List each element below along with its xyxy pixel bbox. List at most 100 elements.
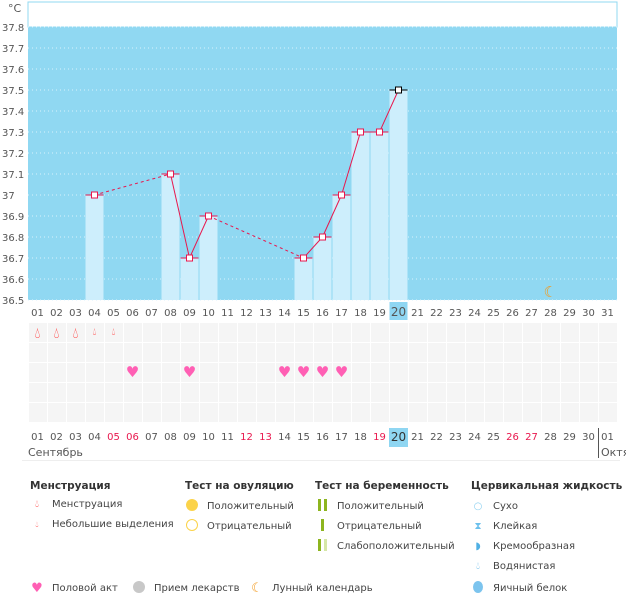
- calendar-cell[interactable]: [389, 323, 408, 342]
- date-label[interactable]: 23: [449, 432, 462, 443]
- calendar-cell[interactable]: [275, 403, 294, 422]
- calendar-cell[interactable]: [275, 343, 294, 362]
- calendar-cell[interactable]: [522, 363, 541, 382]
- calendar-cell[interactable]: [294, 383, 313, 402]
- calendar-cell[interactable]: [104, 323, 123, 342]
- date-label[interactable]: 21: [411, 432, 424, 443]
- calendar-cell[interactable]: [351, 383, 370, 402]
- calendar-cell[interactable]: [370, 343, 389, 362]
- calendar-cell[interactable]: [256, 363, 275, 382]
- calendar-cell[interactable]: [218, 323, 237, 342]
- calendar-cell[interactable]: [465, 383, 484, 402]
- calendar-cell[interactable]: [28, 403, 47, 422]
- calendar-cell[interactable]: [161, 323, 180, 342]
- calendar-cell[interactable]: [408, 383, 427, 402]
- calendar-cell[interactable]: [484, 323, 503, 342]
- calendar-cell[interactable]: [218, 403, 237, 422]
- calendar-cell[interactable]: [275, 383, 294, 402]
- calendar-cell[interactable]: [199, 363, 218, 382]
- calendar-cell[interactable]: [199, 323, 218, 342]
- calendar-cell[interactable]: [598, 363, 617, 382]
- calendar-cell[interactable]: [256, 343, 275, 362]
- calendar-cell[interactable]: [598, 343, 617, 362]
- calendar-cell[interactable]: [294, 323, 313, 342]
- calendar-cell[interactable]: [503, 383, 522, 402]
- calendar-cell[interactable]: [123, 343, 142, 362]
- date-label[interactable]: 03: [69, 432, 82, 443]
- calendar-cell[interactable]: [408, 343, 427, 362]
- date-label[interactable]: 26: [506, 432, 519, 443]
- calendar-cell[interactable]: [142, 383, 161, 402]
- calendar-cell[interactable]: [579, 343, 598, 362]
- calendar-cell[interactable]: [294, 343, 313, 362]
- date-label[interactable]: 11: [221, 432, 234, 443]
- calendar-cell[interactable]: [370, 323, 389, 342]
- calendar-cell[interactable]: [313, 343, 332, 362]
- calendar-cell[interactable]: [313, 323, 332, 342]
- calendar-cell[interactable]: [123, 363, 142, 382]
- calendar-cell[interactable]: [351, 323, 370, 342]
- calendar-cell[interactable]: [66, 363, 85, 382]
- calendar-cell[interactable]: [484, 363, 503, 382]
- calendar-cell[interactable]: [142, 403, 161, 422]
- calendar-cell[interactable]: [104, 383, 123, 402]
- date-label[interactable]: 13: [259, 432, 272, 443]
- calendar-cell[interactable]: [332, 383, 351, 402]
- date-label[interactable]: 20: [389, 428, 408, 447]
- calendar-cell[interactable]: [237, 403, 256, 422]
- date-label[interactable]: 08: [164, 432, 177, 443]
- calendar-cell[interactable]: [104, 343, 123, 362]
- calendar-cell[interactable]: [332, 363, 351, 382]
- date-label[interactable]: 16: [316, 432, 329, 443]
- calendar-cell[interactable]: [142, 323, 161, 342]
- calendar-cell[interactable]: [370, 383, 389, 402]
- calendar-cell[interactable]: [579, 323, 598, 342]
- calendar-cell[interactable]: [389, 343, 408, 362]
- calendar-cell[interactable]: [503, 363, 522, 382]
- calendar-cell[interactable]: [85, 403, 104, 422]
- calendar-cell[interactable]: [66, 383, 85, 402]
- date-label[interactable]: 29: [563, 432, 576, 443]
- calendar-cell[interactable]: [446, 403, 465, 422]
- calendar-cell[interactable]: [332, 343, 351, 362]
- calendar-cell[interactable]: [408, 363, 427, 382]
- calendar-cell[interactable]: [484, 343, 503, 362]
- calendar-cell[interactable]: [560, 363, 579, 382]
- calendar-cell[interactable]: [465, 403, 484, 422]
- date-label[interactable]: 12: [240, 432, 253, 443]
- calendar-cell[interactable]: [484, 403, 503, 422]
- calendar-cell[interactable]: [465, 323, 484, 342]
- calendar-cell[interactable]: [332, 403, 351, 422]
- calendar-cell[interactable]: [313, 383, 332, 402]
- calendar-cell[interactable]: [104, 403, 123, 422]
- calendar-cell[interactable]: [465, 363, 484, 382]
- calendar-cell[interactable]: [123, 323, 142, 342]
- calendar-cell[interactable]: [579, 403, 598, 422]
- calendar-cell[interactable]: [389, 383, 408, 402]
- calendar-cell[interactable]: [522, 323, 541, 342]
- date-label[interactable]: 05: [107, 432, 120, 443]
- date-label[interactable]: 01: [31, 432, 44, 443]
- calendar-cell[interactable]: [123, 403, 142, 422]
- calendar-cell[interactable]: [313, 363, 332, 382]
- calendar-cell[interactable]: [503, 343, 522, 362]
- calendar-cell[interactable]: [161, 403, 180, 422]
- calendar-cell[interactable]: [47, 323, 66, 342]
- calendar-cell[interactable]: [28, 363, 47, 382]
- calendar-cell[interactable]: [85, 343, 104, 362]
- calendar-cell[interactable]: [199, 403, 218, 422]
- calendar-cell[interactable]: [522, 343, 541, 362]
- calendar-cell[interactable]: [47, 363, 66, 382]
- calendar-cell[interactable]: [389, 363, 408, 382]
- calendar-cell[interactable]: [560, 343, 579, 362]
- calendar-cell[interactable]: [332, 323, 351, 342]
- calendar-cell[interactable]: [313, 403, 332, 422]
- date-label[interactable]: 01: [601, 432, 614, 443]
- calendar-cell[interactable]: [389, 403, 408, 422]
- date-label[interactable]: 28: [544, 432, 557, 443]
- calendar-cell[interactable]: [85, 323, 104, 342]
- calendar-cell[interactable]: [85, 363, 104, 382]
- date-label[interactable]: 19: [373, 432, 386, 443]
- calendar-cell[interactable]: [28, 383, 47, 402]
- calendar-cell[interactable]: [351, 363, 370, 382]
